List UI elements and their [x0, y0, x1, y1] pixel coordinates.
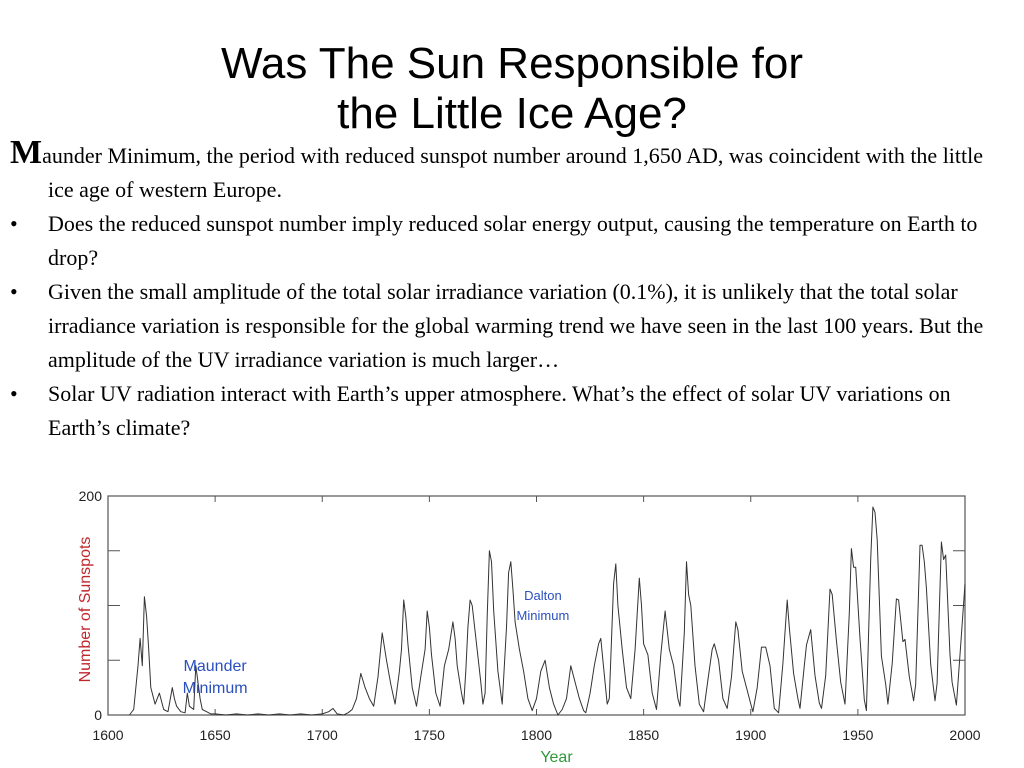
x-tick-label: 1600	[92, 727, 123, 743]
chart-grid	[108, 550, 965, 661]
x-axis-label: Year	[540, 749, 573, 766]
intro-text: aunder Minimum, the period with reduced …	[42, 143, 984, 202]
x-tick-label: 1750	[414, 727, 445, 743]
bullet-item: • Given the small amplitude of the total …	[10, 275, 1014, 377]
title-line-2: the Little Ice Age?	[337, 89, 687, 139]
slide-title: Was The Sun Responsible for the Little I…	[0, 39, 1024, 139]
bullet-icon: •	[10, 381, 18, 406]
bullet-icon: •	[10, 279, 18, 304]
bullet-icon: •	[10, 211, 18, 236]
y-axis-label: Number of Sunspots	[77, 537, 94, 683]
sunspot-chart: 1600 1650 1700 1750 1800 1850 1900 1950 2000 200 0…	[70, 486, 1000, 768]
sunspot-chart-svg: 1600 1650 1700 1750 1800 1850 1900 1950 20002000…	[77, 488, 981, 766]
annotation-label-line1: Maunder	[184, 658, 248, 675]
series-layer	[129, 506, 966, 716]
annotation-label-line2: Minimum	[517, 608, 570, 623]
annotations-layer: Maunder Minimum Dalton Minimum	[183, 588, 570, 697]
intro-dropcap: M	[10, 134, 43, 171]
x-tick-label: 1950	[842, 727, 873, 743]
x-tick-label: 1700	[307, 727, 338, 743]
x-tick-label: 1850	[628, 727, 659, 743]
bullet-list: • Does the reduced sunspot number imply r…	[10, 207, 1014, 445]
annotation-label-line1: Dalton	[524, 588, 562, 603]
slide-body: Maunder Minimum, the period with reduced…	[10, 136, 1014, 445]
x-tick-label: 1900	[735, 727, 766, 743]
bullet-text: Solar UV radiation interact with Earth’s…	[48, 381, 951, 440]
title-line-1: Was The Sun Responsible for	[220, 39, 804, 89]
bullet-item: • Solar UV radiation interact with Earth’…	[10, 377, 1014, 445]
bullet-text: Given the small amplitude of the total s…	[48, 279, 984, 372]
x-tick-label: 1800	[521, 727, 552, 743]
x-tick-label: 1650	[200, 727, 231, 743]
annotation-label-line2: Minimum	[183, 680, 248, 697]
bullet-item: • Does the reduced sunspot number imply r…	[10, 207, 1014, 275]
y-tick-label: 200	[79, 488, 103, 504]
bullet-text: Does the reduced sunspot number imply re…	[48, 211, 978, 270]
intro-paragraph: Maunder Minimum, the period with reduced…	[10, 136, 1014, 207]
sunspot-series-line	[129, 506, 966, 716]
x-tick-label: 2000	[949, 727, 980, 743]
y-tick-label: 0	[94, 707, 102, 723]
axis-labels: Year Number of Sunspots	[77, 537, 573, 766]
